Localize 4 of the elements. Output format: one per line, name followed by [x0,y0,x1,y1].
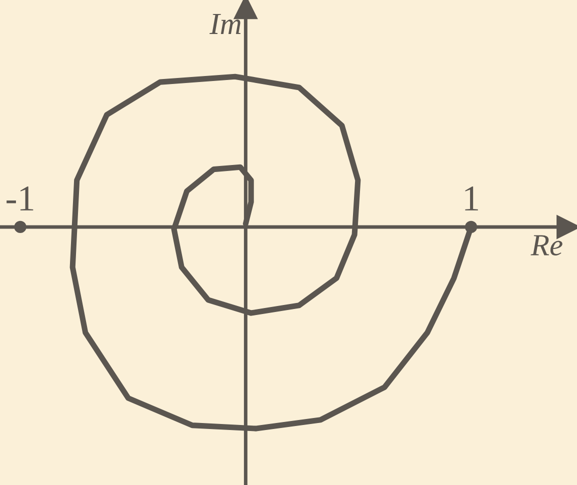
y-axis-title: Im [209,14,241,34]
x-tick-label: 1 [465,186,478,210]
x-tick-label: -1 [6,186,34,210]
x-axis-title: Re [530,235,562,256]
